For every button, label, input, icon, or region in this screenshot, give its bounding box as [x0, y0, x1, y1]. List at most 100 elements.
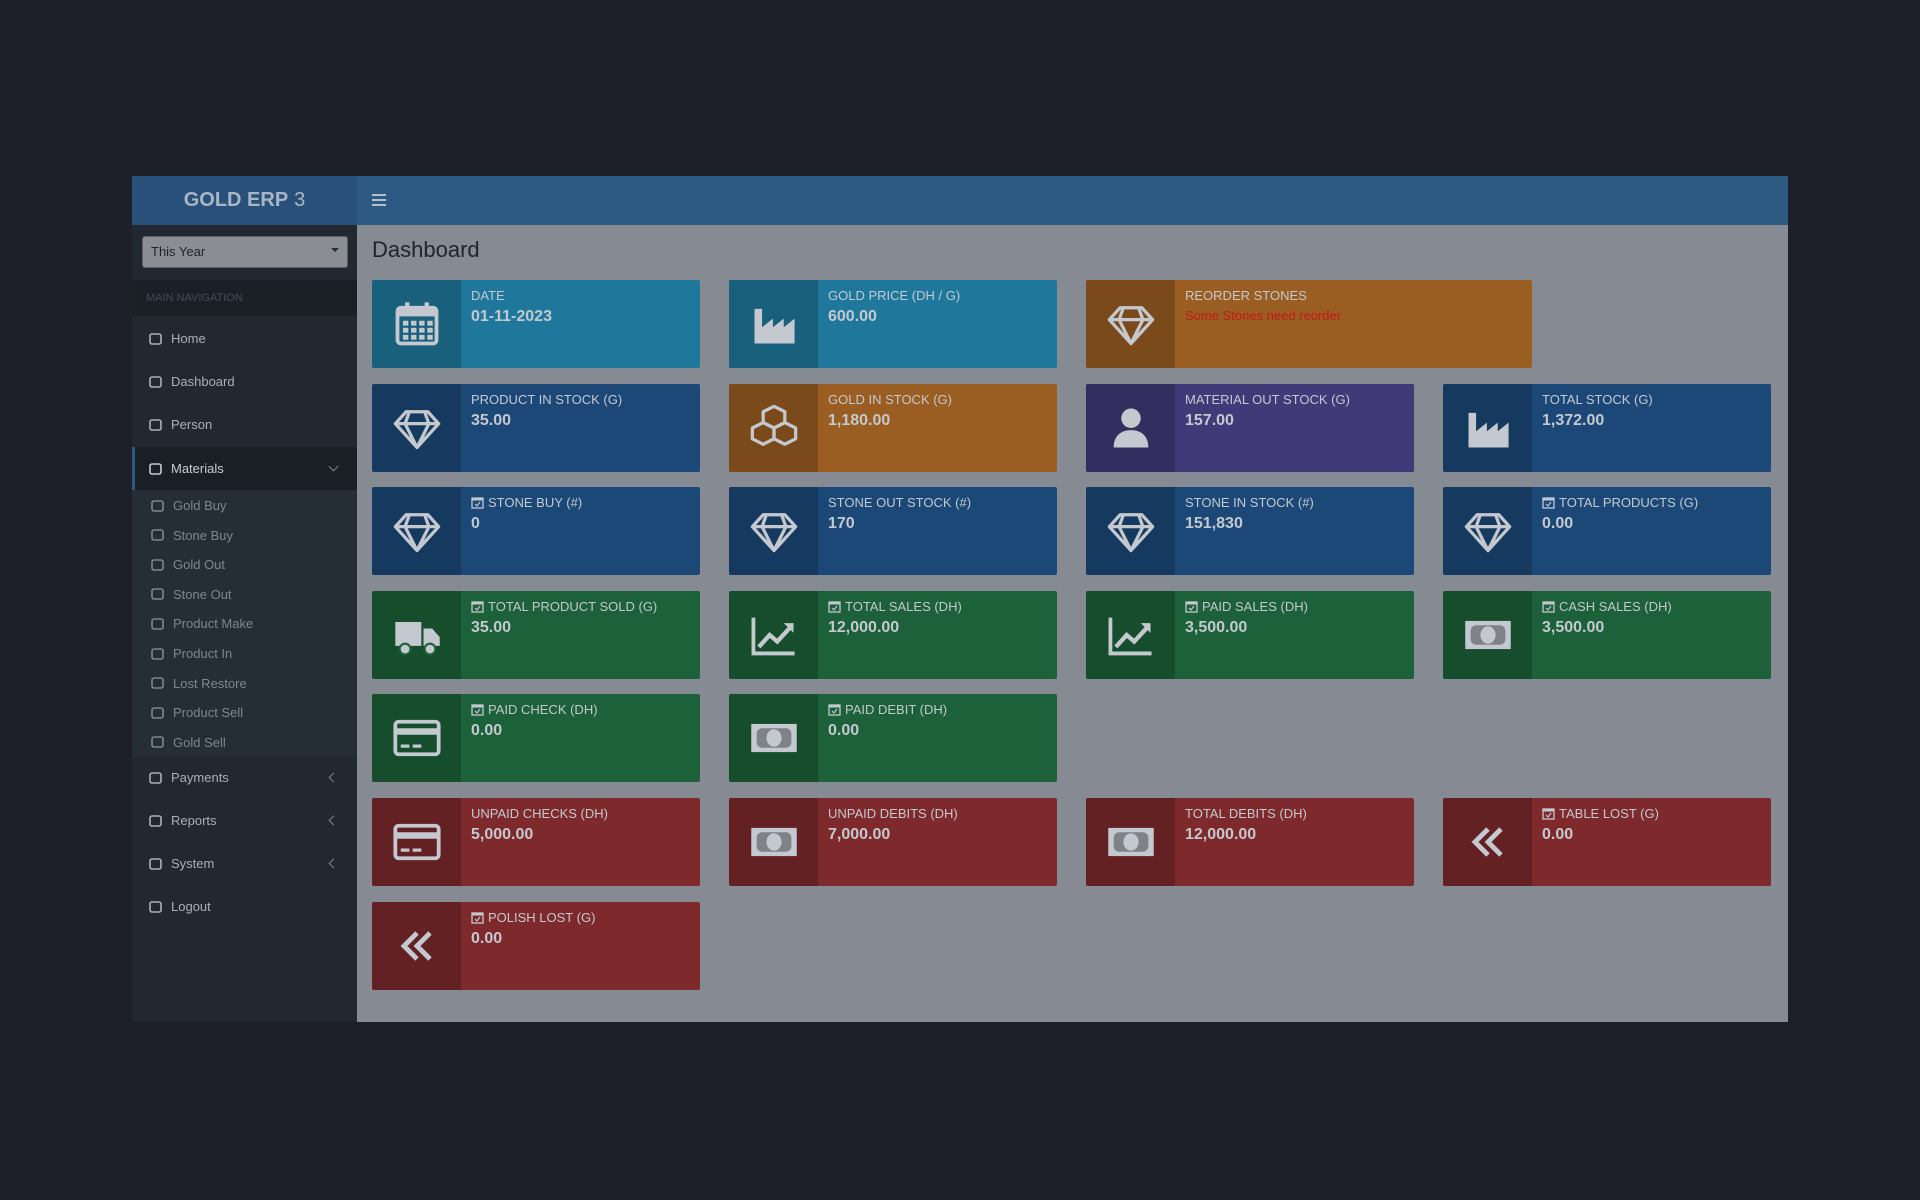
nav-header: MAIN NAVIGATION [132, 280, 357, 316]
nav-item[interactable]: Reports [132, 799, 357, 842]
info-box-icon [729, 694, 818, 783]
nav-item[interactable]: System [132, 842, 357, 885]
info-box-label: TOTAL PRODUCTS (G) [1542, 495, 1698, 510]
nav-label: Home [171, 331, 206, 346]
info-box-label: CASH SALES (DH) [1542, 599, 1672, 614]
info-box: TOTAL STOCK (G) 1,372.00 [1443, 383, 1771, 472]
info-box: TOTAL DEBITS (DH) 12,000.00 [1086, 798, 1414, 886]
info-box-message: Some Stones need reorder [1185, 308, 1342, 323]
info-box-label: UNPAID CHECKS (DH) [471, 806, 608, 821]
nav-item[interactable]: Logout [132, 885, 357, 928]
nav-item[interactable]: Home [132, 317, 357, 360]
info-box-label: TOTAL DEBITS (DH) [1185, 806, 1307, 821]
info-box-icon [729, 590, 818, 679]
nav-label: Reports [171, 813, 217, 828]
info-box-label: MATERIAL OUT STOCK (G) [1185, 392, 1350, 407]
submenu [132, 489, 357, 757]
info-box-number: 01-11-2023 [471, 308, 552, 325]
info-box-icon [372, 694, 461, 783]
submenu-label: Product Sell [173, 705, 244, 721]
info-box: DATE 01-11-2023 [372, 280, 700, 368]
info-box-number: 0 [471, 515, 480, 533]
info-box-number: 1,372.00 [1542, 411, 1605, 429]
info-box-icon [372, 280, 461, 368]
info-box-label: PAID SALES (DH) [1185, 599, 1308, 614]
chevron [328, 858, 339, 869]
info-box-number: 1,180.00 [828, 411, 891, 429]
info-box-label: PAID DEBIT (DH) [828, 702, 947, 717]
info-box: TOTAL PRODUCT SOLD (G) 35.00 [372, 590, 700, 679]
nav-label: Payments [171, 770, 229, 785]
info-box-number: 35.00 [471, 411, 512, 429]
period-select[interactable]: This Year [142, 236, 348, 268]
nav-item[interactable]: Payments [132, 756, 357, 799]
info-box-number: 12,000.00 [828, 618, 900, 636]
submenu-item[interactable]: Lost Restore [132, 669, 357, 698]
info-box-label: STONE BUY (#) [471, 495, 582, 510]
sidebar: GOLD ERP 3 This Year MAIN NAVIGATION Home… [132, 176, 357, 1022]
info-box-text: TABLE LOST (G) [1559, 806, 1659, 821]
info-box: TOTAL SALES (DH) 12,000.00 [729, 590, 1057, 679]
submenu-item[interactable]: Stone Buy [132, 521, 357, 550]
brand-name: GOLD ERP [183, 189, 289, 211]
menu-toggle[interactable] [372, 191, 386, 209]
info-box-text: TOTAL SALES (DH) [845, 598, 962, 614]
nav-item[interactable]: Dashboard [132, 360, 357, 403]
info-box-label: UNPAID DEBITS (DH) [828, 806, 958, 821]
info-box: MATERIAL OUT STOCK (G) 157.00 [1086, 383, 1414, 472]
nav-item[interactable]: Person [132, 403, 357, 446]
info-box-number: 5,000.00 [471, 826, 534, 843]
info-box-icon [372, 798, 461, 886]
info-box-number: 157.00 [1185, 411, 1234, 429]
nav-label: Dashboard [171, 374, 235, 389]
submenu-label: Lost Restore [173, 675, 247, 691]
submenu-label: Stone Buy [173, 527, 233, 543]
nav-label: Person [171, 417, 213, 432]
info-box-icon [1443, 383, 1532, 472]
info-box-label: POLISH LOST (G) [471, 910, 595, 925]
info-box-label: PRODUCT IN STOCK (G) [471, 392, 622, 407]
info-box-icon [1086, 280, 1175, 368]
info-box-text: PAID DEBIT (DH) [845, 702, 948, 718]
info-box-label: TOTAL SALES (DH) [828, 599, 962, 614]
chevron [328, 815, 339, 826]
info-box-label: STONE IN STOCK (#) [1185, 495, 1314, 510]
info-box-icon [729, 383, 818, 472]
info-box-label: TOTAL PRODUCT SOLD (G) [471, 599, 657, 614]
info-box-text: DATE [471, 288, 505, 303]
submenu-label: Stone Out [173, 586, 232, 602]
nav-label: Logout [171, 899, 211, 914]
info-box: PAID SALES (DH) 3,500.00 [1086, 590, 1414, 679]
info-box-text: STONE BUY (#) [488, 495, 583, 511]
info-box-text: TOTAL PRODUCTS (G) [1559, 495, 1699, 511]
submenu-label: Product Make [173, 616, 254, 632]
info-box-text: MATERIAL OUT STOCK (G) [1185, 391, 1350, 407]
submenu-item[interactable]: Product In [132, 639, 357, 668]
chevron [328, 772, 339, 783]
submenu-item[interactable]: Product Make [132, 609, 357, 638]
info-box-icon [1443, 798, 1532, 886]
info-box-icon [729, 798, 818, 886]
info-box: TOTAL PRODUCTS (G) 0.00 [1443, 487, 1771, 576]
submenu-item[interactable]: Gold Out [132, 550, 357, 579]
submenu-item[interactable]: Stone Out [132, 580, 357, 609]
submenu-label: Gold Out [173, 557, 226, 573]
info-box-text: STONE IN STOCK (#) [1185, 495, 1314, 511]
submenu-item[interactable]: Product Sell [132, 698, 357, 727]
info-box-icon [1443, 487, 1532, 576]
submenu-item[interactable]: Gold Sell [132, 728, 357, 757]
info-box-number: 170 [828, 515, 855, 533]
brand[interactable]: GOLD ERP 3 [132, 176, 357, 225]
info-box-text: TOTAL DEBITS (DH) [1185, 806, 1307, 821]
submenu-item[interactable]: Gold Buy [132, 491, 357, 520]
info-box-label: GOLD PRICE (DH / G) [828, 288, 960, 303]
info-box-text: GOLD IN STOCK (G) [828, 391, 952, 407]
info-box-number: 35.00 [471, 618, 512, 636]
info-box-text: UNPAID CHECKS (DH) [471, 806, 608, 821]
info-box: STONE OUT STOCK (#) 170 [729, 487, 1057, 576]
info-box-number: 7,000.00 [828, 826, 891, 843]
info-box-text: PAID CHECK (DH) [488, 702, 598, 718]
info-box-icon [729, 487, 818, 576]
nav-item[interactable]: Materials [132, 447, 357, 490]
